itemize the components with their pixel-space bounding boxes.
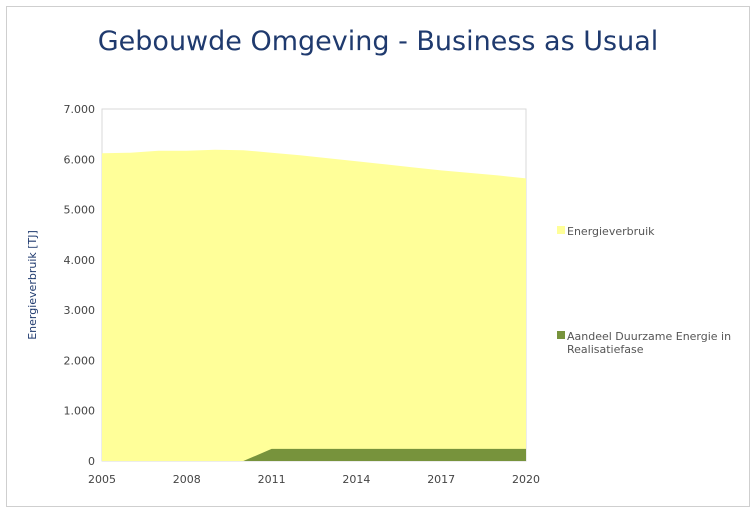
x-tick-label: 2020 — [512, 473, 540, 486]
area-series-2 — [102, 448, 526, 461]
x-tick-label: 2017 — [427, 473, 455, 486]
x-tick-label: 2008 — [173, 473, 201, 486]
chart-title: Gebouwde Omgeving - Business as Usual — [97, 26, 659, 57]
y-tick-label: 1.000 — [64, 405, 96, 418]
area-series-1 — [102, 149, 526, 462]
x-tick-label: 2005 — [88, 473, 116, 486]
y-axis-ticks: 0 1.000 2.000 3.000 4.000 5.000 6.000 7.000 — [64, 103, 96, 468]
y-axis-label: Energieverbruik [TJ] — [26, 230, 39, 340]
x-tick-label: 2014 — [342, 473, 370, 486]
y-tick-label: 3.000 — [64, 304, 96, 317]
legend-label-2: Aandeel Duurzame Energie in Realisatiefas… — [567, 330, 731, 356]
y-tick-label: 0 — [88, 455, 95, 468]
legend: Energieverbruik Aandeel Duurzame Energie … — [557, 225, 731, 356]
legend-swatch-2 — [557, 331, 565, 339]
x-tick-label: 2011 — [258, 473, 286, 486]
x-axis-ticks: 2005 2008 2011 2014 2017 2020 — [88, 473, 540, 486]
y-tick-label: 5.000 — [64, 204, 96, 217]
y-tick-label: 4.000 — [64, 254, 96, 267]
y-tick-label: 2.000 — [64, 354, 96, 367]
y-tick-label: 7.000 — [64, 103, 96, 116]
legend-label-1: Energieverbruik — [567, 225, 655, 238]
y-tick-label: 6.000 — [64, 153, 96, 166]
area-series-group — [102, 149, 526, 462]
legend-swatch-1 — [557, 226, 565, 234]
